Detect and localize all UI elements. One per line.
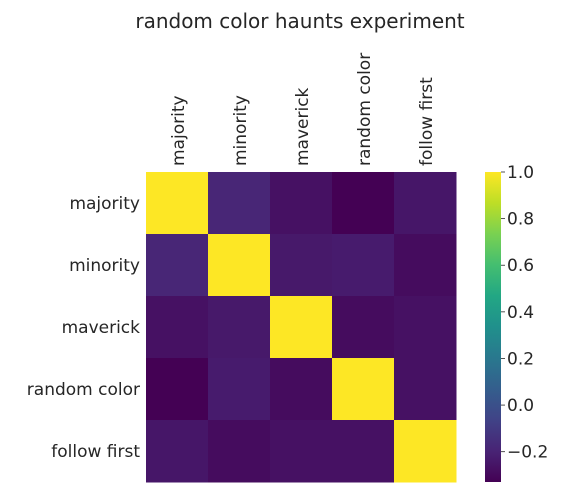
heatmap-cell — [208, 172, 271, 235]
heatmap-cell — [332, 172, 395, 235]
heatmap-cell — [270, 420, 333, 483]
heatmap-cell — [146, 420, 209, 483]
y-tick-label: majority — [69, 194, 140, 214]
heatmap-cell — [394, 234, 457, 297]
heatmap-cell — [394, 358, 457, 421]
heatmap-cell — [270, 234, 333, 297]
heatmap-cell — [332, 234, 395, 297]
colorbar-tick-label: 0.6 — [507, 256, 534, 276]
y-tick-label: random color — [27, 380, 140, 400]
colorbar — [485, 172, 501, 482]
y-tick-label: maverick — [62, 318, 141, 338]
heatmap-cell — [208, 296, 271, 359]
colorbar-tick-label: 0.0 — [507, 396, 534, 416]
y-tick-label: follow first — [51, 442, 140, 462]
heatmap-cell — [208, 234, 271, 297]
heatmap-cell — [270, 172, 333, 235]
colorbar-tick-label: 0.2 — [507, 349, 534, 369]
heatmap-cell — [270, 296, 333, 359]
y-tick-label: minority — [69, 256, 140, 276]
x-tick-label: majority — [169, 95, 189, 166]
heatmap-cell — [208, 420, 271, 483]
heatmap-cell — [394, 296, 457, 359]
x-tick-label: maverick — [293, 87, 313, 166]
heatmap-cell — [332, 296, 395, 359]
heatmap-cell — [332, 358, 395, 421]
heatmap-cell — [146, 172, 209, 235]
colorbar-tick-label: 0.4 — [507, 303, 534, 323]
heatmap-cell — [394, 172, 457, 235]
colorbar-tick-label: 0.8 — [507, 210, 534, 230]
heatmap-cell — [146, 358, 209, 421]
x-tick-label: random color — [355, 53, 375, 166]
chart-title: random color haunts experiment — [135, 9, 464, 33]
x-tick-label: minority — [231, 95, 251, 166]
heatmap-cell — [208, 358, 271, 421]
colorbar-tick-label: −0.2 — [507, 443, 548, 463]
x-tick-label: follow first — [417, 77, 437, 166]
colorbar-tick-label: 1.0 — [507, 163, 534, 183]
heatmap-cell — [394, 420, 457, 483]
heatmap-cell — [270, 358, 333, 421]
heatmap-cell — [146, 234, 209, 297]
heatmap-cell — [332, 420, 395, 483]
heatmap-cell — [146, 296, 209, 359]
